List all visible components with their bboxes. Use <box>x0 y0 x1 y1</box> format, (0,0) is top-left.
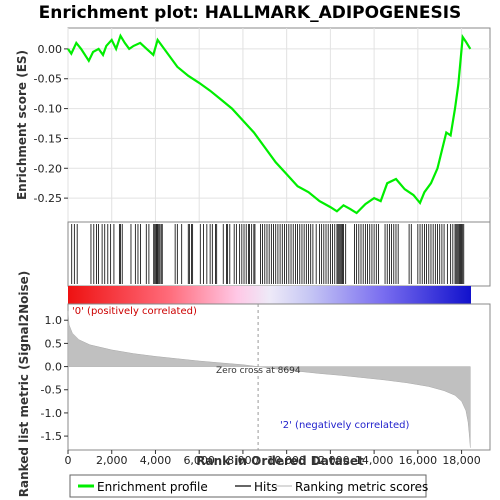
enrichment-profile-line <box>67 33 472 215</box>
x-tick-label: 12,000 <box>311 454 350 467</box>
positive-label: '0' (positively correlated) <box>72 306 197 317</box>
hits-panel <box>67 221 491 287</box>
metric-y-tick-label: -1.0 <box>41 407 62 420</box>
es-y-tick-label: -0.25 <box>34 192 62 205</box>
legend-label-hits: Hits <box>254 480 277 494</box>
x-tick-label: 10,000 <box>267 454 306 467</box>
x-tick-label: 14,000 <box>355 454 394 467</box>
es-y-tick-label: -0.15 <box>34 132 62 145</box>
es-y-tick-label: -0.10 <box>34 103 62 116</box>
ranked-list-colorbar <box>68 286 471 304</box>
hit-lines <box>71 224 465 284</box>
metric-y-tick-label: -1.5 <box>41 430 62 443</box>
x-tick-label: 18,000 <box>442 454 481 467</box>
es-y-tick-label: -0.20 <box>34 162 62 175</box>
enrichment-score-panel: 0.00 -0.05 -0.10 -0.15 -0.20 -0.25 Enrichment… <box>15 27 491 223</box>
ranking-metric-area <box>67 310 471 448</box>
chart-title: Enrichment plot: HALLMARK_ADIPOGENESIS <box>39 3 462 23</box>
x-tick-label: 8,000 <box>227 454 259 467</box>
es-y-ticks: 0.00 -0.05 -0.10 -0.15 -0.20 -0.25 <box>34 43 68 205</box>
negative-label: '2' (negatively correlated) <box>280 420 409 431</box>
es-y-tick-label: -0.05 <box>34 73 62 86</box>
x-tick-label: 2,000 <box>96 454 128 467</box>
metric-y-tick-label: 0.5 <box>45 337 63 350</box>
metric-y-ticks: 1.0 0.5 0.0 -0.5 -1.0 -1.5 <box>41 314 68 443</box>
colorbar-strip <box>68 286 471 304</box>
ranked-metric-panel: 1.0 0.5 0.0 -0.5 -1.0 -1.5 '0' (positively co… <box>17 271 491 498</box>
x-tick-label: 0 <box>65 454 72 467</box>
ranking-metric-fill <box>67 310 471 448</box>
enrichment-profile-polyline <box>67 33 472 215</box>
metric-y-axis-title: Ranked list metric (Signal2Noise) <box>17 271 31 498</box>
x-tick-label: 6,000 <box>183 454 215 467</box>
es-y-tick-label: 0.00 <box>38 43 63 56</box>
es-plot-area <box>67 27 491 223</box>
metric-y-tick-label: 1.0 <box>45 314 63 327</box>
legend: Enrichment profile Hits Ranking metric s… <box>69 474 428 498</box>
legend-label-enrichment: Enrichment profile <box>97 480 208 494</box>
metric-y-tick-label: -0.5 <box>41 384 62 397</box>
es-gridlines <box>67 28 490 222</box>
es-y-axis-title: Enrichment score (ES) <box>15 50 29 200</box>
zero-cross-label: Zero cross at 8694 <box>216 366 301 376</box>
x-axis: 0 2,000 4,000 6,000 8,000 10,000 12,000 14,000 1… <box>65 450 481 467</box>
metric-y-tick-label: 0.0 <box>45 361 63 374</box>
metric-plot-area <box>67 303 491 451</box>
x-tick-label: 16,000 <box>399 454 438 467</box>
x-axis-title: Rank in Ordered Dataset <box>196 454 364 468</box>
x-tick-label: 4,000 <box>140 454 172 467</box>
legend-label-metric: Ranking metric scores <box>295 480 428 494</box>
